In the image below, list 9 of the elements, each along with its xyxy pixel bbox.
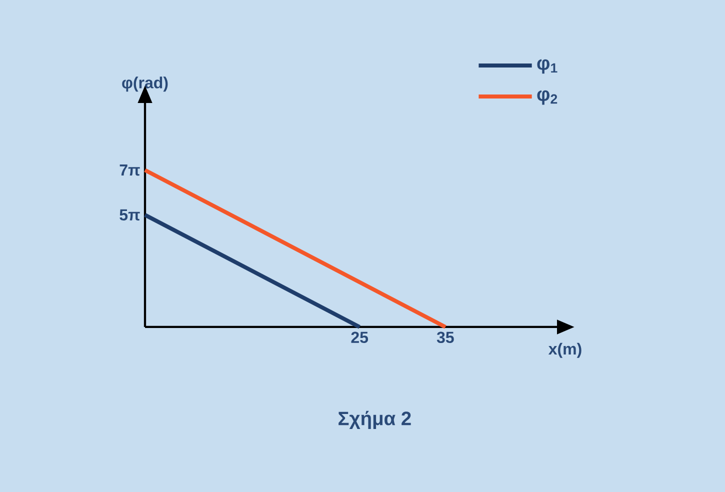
y-axis-title: φ(rad) xyxy=(122,76,168,92)
x-axis-title: x(m) xyxy=(548,342,582,358)
y-tick-label: 5π xyxy=(120,209,140,220)
x-tick-label: 35 xyxy=(436,332,454,344)
text: Σχήμα 2 xyxy=(338,410,411,430)
legend-label: φ$_{1}$ xyxy=(537,59,558,74)
legend-label: φ$_{2}$ xyxy=(537,90,558,105)
y-tick-label: 7π xyxy=(120,164,140,176)
x-tick-label: 25 xyxy=(351,332,368,344)
